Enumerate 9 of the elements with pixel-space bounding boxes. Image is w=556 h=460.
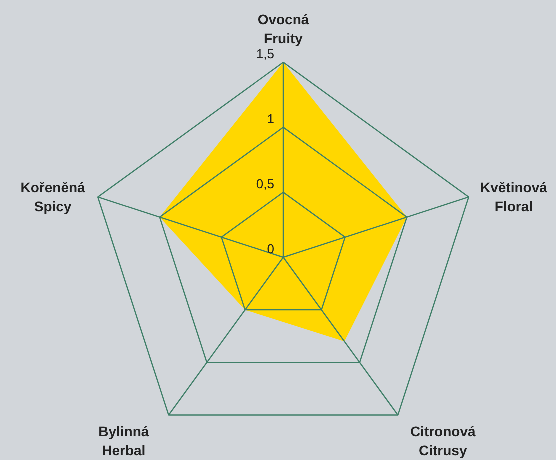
spoke-label: Ovocná Fruity: [258, 12, 310, 46]
y-tick-label: 0,5: [256, 176, 275, 192]
spoke-label: Citronová Citrusy: [410, 423, 476, 458]
y-tick-label: 1,5: [256, 46, 275, 62]
spoke-label: Bylinná Herbal: [98, 423, 150, 458]
y-tick-label: 0: [267, 242, 275, 256]
spoke-label: Kořeněná Spicy: [20, 180, 86, 215]
spoke-label: Květinová Floral: [480, 180, 548, 215]
y-tick-label: 1: [267, 112, 275, 126]
